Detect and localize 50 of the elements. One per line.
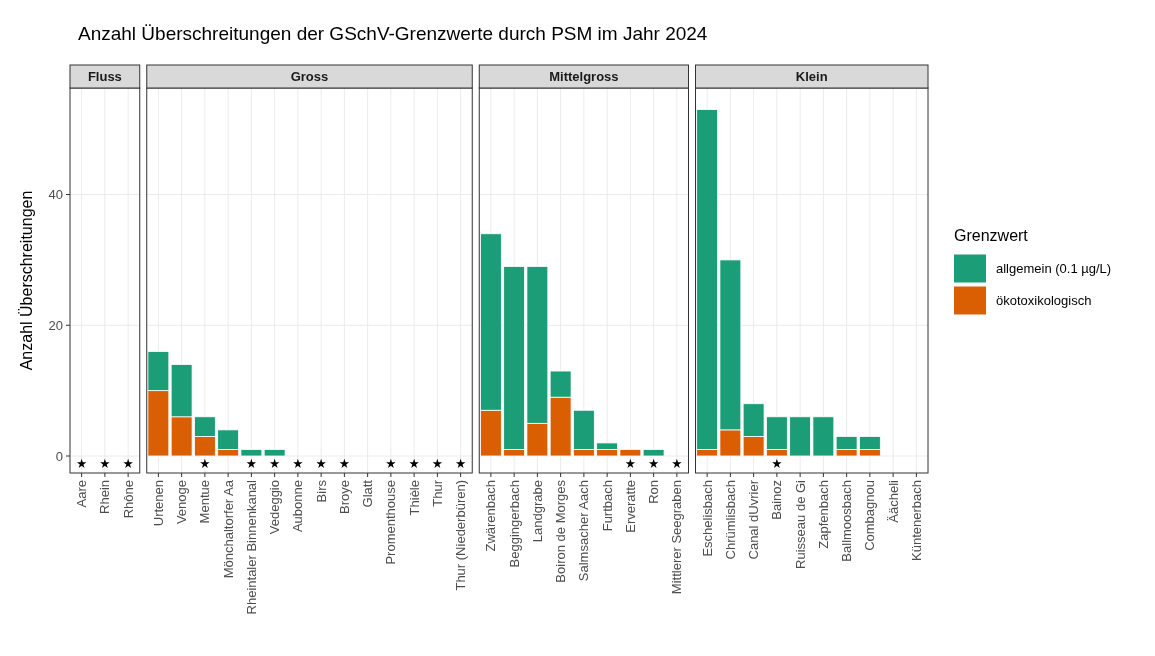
x-tick-label: Landgrabe [529, 480, 545, 543]
legend-label: allgemein (0.1 µg/L) [996, 261, 1112, 277]
x-tick-label: Zwärenbach [483, 480, 499, 552]
x-tick-label: Erveratte [622, 480, 638, 533]
x-tick-label: Broye [336, 480, 352, 514]
x-tick-label: Ballmoosbach [839, 480, 855, 562]
x-tick-label: Venoge [174, 480, 190, 525]
x-tick-label: Aare [74, 480, 90, 508]
y-axis-title: Anzahl Überschreitungen [18, 190, 35, 371]
x-tick-label: Chrümlisbach [722, 480, 738, 560]
x-tick-label: Promenthouse [383, 480, 399, 565]
x-tick-label: Ruisseau de Gi [792, 479, 808, 569]
chart-subtitle: Klein [795, 69, 828, 85]
x-tick-label: Glatt [360, 479, 376, 508]
y-tick-label: 20 [48, 317, 63, 333]
x-tick-label: Thur (Niederbüren) [453, 480, 469, 591]
y-tick-label: 40 [48, 187, 63, 203]
x-tick-label: Boiron de Morges [553, 479, 569, 583]
y-tick-label: 0 [55, 448, 63, 464]
x-tick-label: Beggingerbach [506, 480, 522, 568]
bar [263, 449, 286, 457]
x-tick-label: Thièle [406, 480, 422, 516]
x-tick-label: Bainoz [769, 480, 785, 520]
bar [642, 449, 665, 457]
x-tick-label: Küntenerbach [908, 480, 924, 561]
x-tick-label: Rheintaler Binnenkanal [243, 479, 259, 615]
x-tick-label: Eschelisbach [699, 480, 715, 557]
x-tick-label: Furtbach [599, 480, 615, 532]
x-tick-label: Äächeli [885, 479, 901, 523]
chart-subtitle: Mittelgross [549, 69, 619, 85]
chart-subtitle: Gross [290, 69, 329, 85]
x-tick-label: Thur [429, 479, 445, 507]
chart-subtitle: Fluss [87, 69, 122, 85]
x-tick-label: Rhône [120, 480, 136, 519]
x-tick-label: Vedeggio [267, 480, 283, 535]
x-tick-label: Salmsacher Aach [576, 480, 592, 582]
legend-title: Grenzwert [954, 226, 1029, 244]
x-tick-label: Birs [313, 479, 329, 503]
x-tick-label: Aubonne [290, 480, 306, 533]
x-tick-label: Urtenen [150, 480, 166, 527]
x-tick-label: Canal dUvrier [746, 479, 762, 560]
x-tick-label: Mentue [197, 480, 213, 524]
x-tick-label: Rhein [97, 480, 113, 514]
x-tick-label: Mittlerer Seegraben [669, 480, 685, 595]
x-tick-label: Zapfenbach [815, 480, 831, 549]
x-tick-label: Combagnou [862, 480, 878, 551]
text: Anzahl Überschreitungen der GSchV-Grenzwerte durch PSM im Jahr 2024 [78, 23, 708, 44]
x-tick-label: Ron [646, 480, 662, 504]
legend-label: ökotoxikologisch [996, 293, 1092, 309]
x-tick-label: Mönchaltorfer Aa [220, 479, 236, 579]
